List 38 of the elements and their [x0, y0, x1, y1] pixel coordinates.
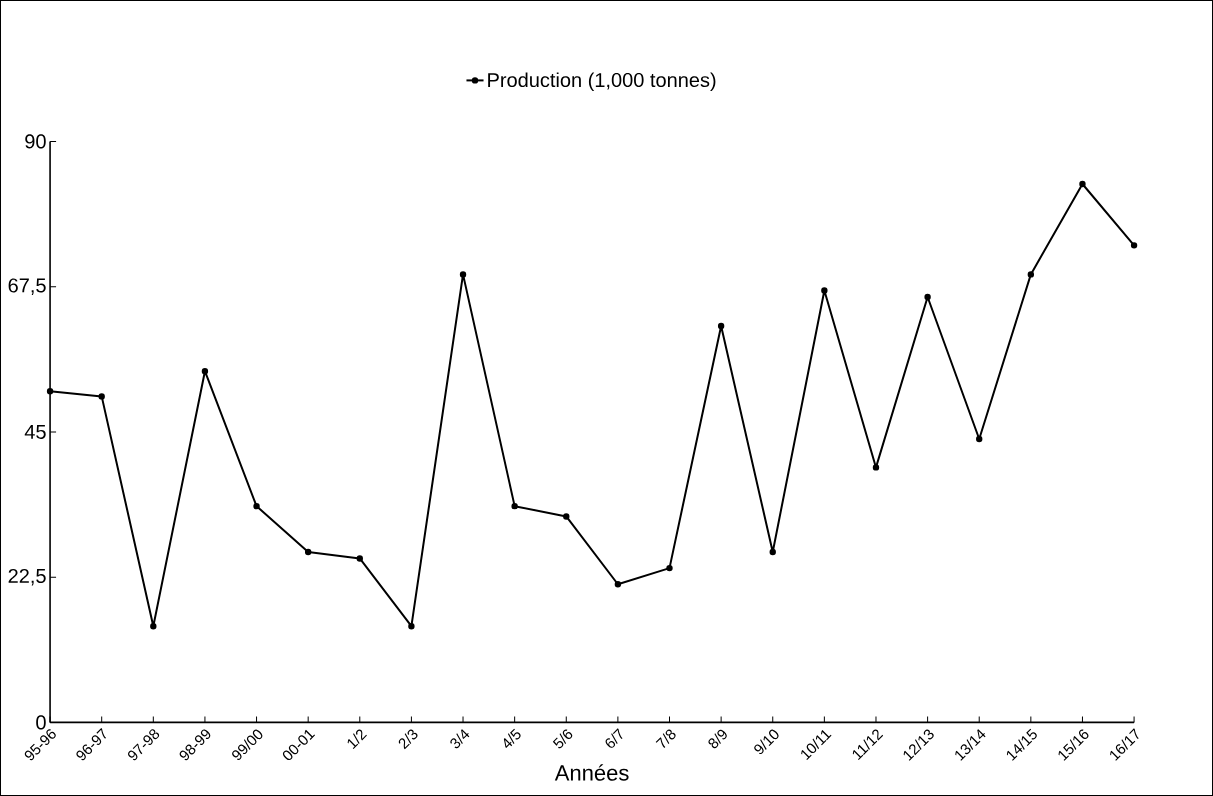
point	[563, 513, 570, 520]
legend-label: Production (1,000 tonnes)	[488, 72, 716, 92]
y-tick-label: 45	[24, 424, 46, 439]
x-tick-label: 3/4	[450, 729, 470, 749]
x-tick-label: 5/6	[552, 729, 573, 749]
point	[459, 271, 467, 278]
point	[666, 564, 673, 572]
x-tick-label: 4/5	[503, 728, 521, 748]
point	[976, 435, 983, 443]
point	[356, 555, 363, 562]
y-tick-label: 0	[36, 715, 46, 730]
point	[1079, 180, 1086, 188]
point	[769, 548, 776, 556]
point	[872, 464, 880, 471]
x-tick-label: 2/3	[398, 729, 418, 750]
point	[150, 623, 157, 630]
y-tick-label: 90	[25, 134, 46, 149]
point	[201, 368, 209, 375]
point	[304, 548, 312, 556]
y-tick-label: 22,5	[8, 568, 46, 586]
point	[717, 322, 725, 330]
x-tick-label: 1/2	[347, 729, 367, 750]
x-tick-label: 8/9	[708, 729, 727, 749]
x-tick-label: 9/10	[754, 729, 779, 755]
x-tick-label: 7/8	[655, 729, 676, 748]
point	[253, 502, 260, 510]
point	[511, 502, 518, 510]
point	[408, 623, 415, 630]
point	[821, 287, 828, 294]
y-tick-label: 67,5	[8, 278, 46, 295]
x-tick-label: 6/7	[605, 728, 623, 748]
point	[98, 393, 105, 400]
x-axis-title: Années	[554, 764, 629, 781]
point	[614, 581, 622, 588]
point	[1027, 271, 1035, 278]
point	[924, 293, 931, 301]
point	[46, 388, 54, 395]
point	[1130, 242, 1138, 249]
